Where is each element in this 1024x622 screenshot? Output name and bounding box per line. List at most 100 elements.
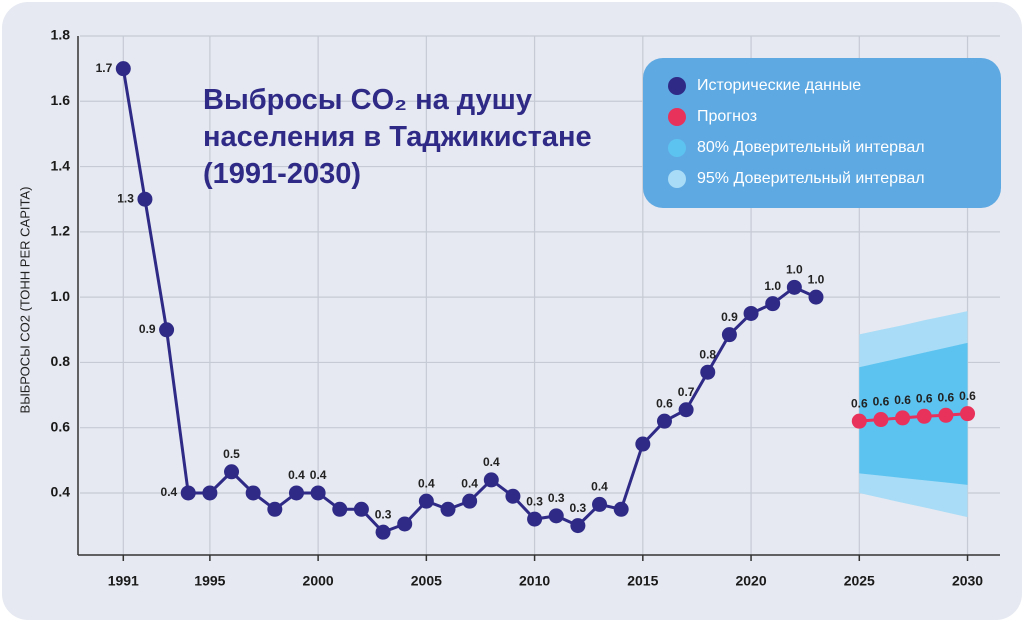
y-tick-label: 1.8: [51, 27, 71, 43]
data-point: [224, 464, 240, 480]
value-label: 1.7: [96, 61, 113, 75]
x-tick-label: 2015: [627, 573, 658, 589]
value-label: 0.8: [699, 347, 716, 361]
value-label: 1.0: [808, 272, 825, 286]
data-point: [960, 406, 976, 422]
data-point: [700, 364, 716, 380]
chart-title: Выбросы CO₂ на душу населения в Таджикис…: [203, 84, 592, 190]
data-point: [592, 496, 608, 512]
value-label: 1.0: [764, 279, 781, 293]
value-label: 0.9: [721, 310, 738, 324]
data-point: [353, 501, 369, 517]
value-label: 0.6: [894, 393, 911, 407]
data-point: [267, 501, 283, 517]
value-label: 0.4: [461, 476, 478, 490]
data-point: [938, 407, 954, 423]
data-point: [159, 322, 175, 338]
data-point: [440, 501, 456, 517]
legend-swatch: [668, 108, 686, 126]
y-tick-label: 0.8: [51, 353, 71, 369]
y-tick-label: 1.4: [51, 157, 71, 173]
value-label: 0.6: [938, 390, 955, 404]
value-label: 0.7: [678, 385, 695, 399]
data-point: [851, 413, 867, 429]
value-label: 0.3: [570, 501, 587, 515]
x-tick-label: 2020: [735, 573, 766, 589]
legend-label: 95% Доверительный интервал: [697, 170, 925, 187]
value-label: 0.6: [959, 389, 976, 403]
data-point: [202, 485, 218, 501]
legend-swatch: [668, 139, 686, 157]
data-point: [635, 436, 651, 452]
value-label: 0.6: [656, 396, 673, 410]
legend-box: [643, 58, 1001, 208]
y-tick-label: 1.6: [51, 92, 71, 108]
data-point: [137, 191, 153, 207]
value-label: 0.4: [591, 480, 608, 494]
x-tick-label: 2010: [519, 573, 550, 589]
data-point: [245, 485, 261, 501]
value-label: 0.6: [916, 391, 933, 405]
data-point: [288, 485, 304, 501]
data-point: [895, 410, 911, 426]
x-tick-label: 1991: [108, 573, 139, 589]
value-label: 0.3: [548, 491, 565, 505]
data-point: [332, 501, 348, 517]
data-point: [548, 508, 564, 524]
x-tick-label: 2025: [844, 573, 875, 589]
y-tick-label: 1.2: [51, 223, 71, 239]
y-tick-label: 0.4: [51, 484, 71, 500]
value-label: 0.5: [223, 447, 240, 461]
data-point: [678, 402, 694, 418]
value-label: 1.3: [117, 191, 134, 205]
data-point: [656, 413, 672, 429]
data-point: [505, 488, 521, 504]
y-tick-label: 0.6: [51, 418, 71, 434]
value-label: 0.4: [288, 468, 305, 482]
value-label: 0.4: [483, 455, 500, 469]
data-point: [721, 327, 737, 343]
value-label: 0.9: [139, 322, 156, 336]
data-point: [397, 516, 413, 532]
value-label: 0.4: [418, 476, 435, 490]
value-label: 0.6: [851, 396, 868, 410]
data-point: [310, 485, 326, 501]
y-tick-label: 1.0: [51, 288, 71, 304]
value-label: 1.0: [786, 263, 803, 277]
data-point: [375, 524, 391, 540]
data-point: [743, 305, 759, 321]
value-label: 0.4: [161, 485, 178, 499]
confidence-band: [859, 342, 968, 485]
data-point: [808, 289, 824, 305]
legend-label: Прогноз: [697, 108, 757, 125]
labels: 0.4 0.6 0.8 1.0 1.2 1.4 1.6 1.8 1991 1995 2000 2005…: [51, 27, 984, 589]
legend: Исторические данные Прогноз 80% Доверитель…: [643, 58, 1001, 208]
data-point: [180, 485, 196, 501]
value-label: 0.6: [873, 395, 890, 409]
data-point: [613, 501, 629, 517]
data-point: [527, 511, 543, 527]
data-point: [873, 412, 889, 428]
value-label: 0.3: [526, 494, 543, 508]
legend-label: Исторические данные: [697, 77, 861, 94]
data-point: [765, 296, 781, 312]
legend-swatch: [668, 77, 686, 95]
data-point: [115, 61, 131, 77]
legend-label: 80% Доверительный интервал: [697, 139, 925, 156]
lines: [115, 61, 976, 540]
x-tick-label: 2000: [303, 573, 334, 589]
legend-swatch: [668, 170, 686, 188]
bands: [859, 311, 968, 518]
x-tick-label: 1995: [194, 573, 225, 589]
x-tick-label: 2030: [952, 573, 983, 589]
value-label: 0.3: [375, 507, 392, 521]
data-point: [786, 279, 802, 295]
value-label: 0.4: [310, 468, 327, 482]
data-point: [483, 472, 499, 488]
data-point: [916, 408, 932, 424]
x-tick-label: 2005: [411, 573, 442, 589]
data-point: [462, 493, 478, 509]
y-axis-label: ВЫБРОСЫ CO2 (ТОНН PER CAPITA): [17, 187, 32, 414]
